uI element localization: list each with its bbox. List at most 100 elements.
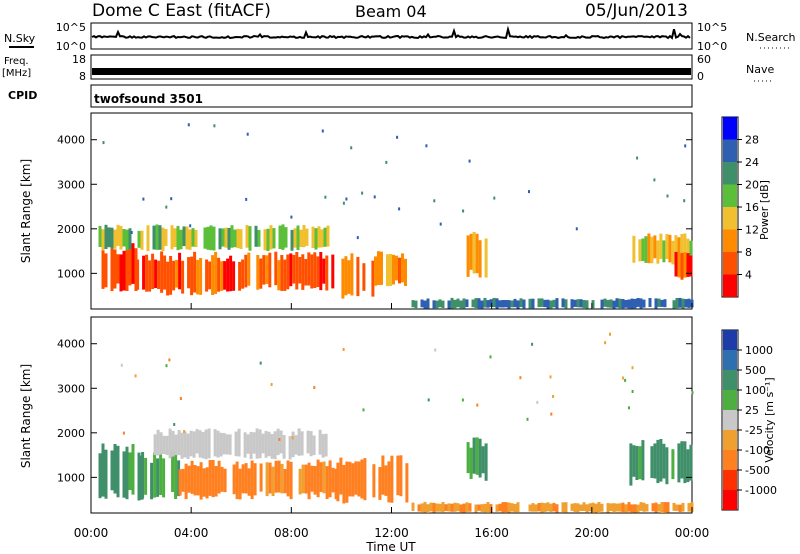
range-time-cell — [318, 429, 322, 455]
range-time-cell — [166, 261, 170, 296]
range-time-cell — [276, 428, 280, 456]
range-time-cell — [296, 225, 300, 251]
velocity-y-axis: 1000 2000 3000 4000 — [57, 338, 693, 513]
range-time-cell — [600, 299, 604, 309]
range-time-cell — [113, 229, 117, 249]
range-time-cell — [632, 445, 636, 477]
scatter-cell — [361, 191, 364, 195]
range-time-cell — [377, 251, 380, 285]
range-time-cell — [475, 437, 479, 475]
range-time-cell — [226, 258, 230, 292]
colorbar-swatch — [723, 330, 737, 350]
range-time-cell — [227, 227, 231, 250]
range-time-cell — [164, 229, 168, 246]
range-time-cell — [128, 452, 132, 490]
range-time-cell — [176, 225, 180, 251]
range-time-cell — [423, 300, 427, 309]
range-time-cell — [513, 298, 517, 308]
range-time-cell — [395, 255, 398, 281]
range-time-cell — [181, 260, 185, 294]
range-time-cell — [677, 237, 681, 264]
station-title: Dome C East (fitACF) — [92, 1, 271, 21]
nave-label: Nave — [746, 63, 774, 76]
range-time-cell — [232, 464, 236, 495]
range-time-cell — [469, 233, 473, 270]
range-time-cell — [195, 429, 199, 454]
range-time-cell — [411, 300, 415, 308]
range-time-cell — [472, 231, 476, 274]
range-time-cell — [178, 469, 182, 496]
colorbar-swatch — [723, 410, 737, 430]
range-time-cell — [161, 227, 165, 251]
range-time-cell — [234, 431, 238, 457]
range-time-cell — [465, 299, 469, 307]
range-time-cell — [192, 431, 196, 458]
range-time-cell — [579, 299, 583, 308]
colorbar-tick-label: 4 — [745, 269, 752, 282]
range-time-cell — [435, 300, 439, 309]
range-time-cell — [252, 432, 256, 454]
colorbar-swatch — [723, 450, 737, 470]
range-time-cell — [585, 300, 589, 309]
range-time-cell — [156, 429, 160, 456]
colorbar-tick-label: 12 — [745, 224, 759, 237]
scatter-cell — [291, 436, 294, 440]
colorbar-tick-label: 500 — [745, 364, 766, 377]
range-time-cell — [662, 240, 666, 263]
range-time-cell — [627, 502, 631, 512]
range-time-cell — [323, 227, 327, 247]
scatter-cell — [691, 391, 694, 395]
range-time-cell — [480, 300, 484, 309]
range-time-cell — [573, 503, 577, 512]
range-time-cell — [561, 502, 565, 513]
data-region — [336, 455, 409, 504]
range-time-cell — [363, 458, 367, 501]
range-time-cell — [653, 235, 657, 259]
range-time-cell — [217, 460, 221, 494]
scatter-cell — [142, 197, 145, 201]
range-time-cell — [193, 251, 197, 293]
colorbar-swatch — [723, 370, 737, 390]
colorbar-tick-label: 8 — [745, 246, 752, 259]
range-time-cell — [247, 468, 251, 496]
range-time-cell — [537, 503, 541, 512]
range-time-cell — [156, 458, 160, 497]
range-time-cell — [495, 504, 499, 512]
range-time-cell — [651, 503, 655, 512]
range-time-cell — [110, 248, 114, 291]
range-time-cell — [183, 431, 187, 458]
range-time-cell — [686, 238, 690, 264]
colorbar-tick-label: 100 — [745, 384, 766, 397]
scatter-cell — [398, 207, 401, 211]
colorbar-swatch — [723, 490, 737, 510]
scatter-cell — [531, 342, 534, 346]
range-time-cell — [600, 503, 604, 512]
range-time-cell — [501, 300, 505, 308]
scatter-cell — [575, 227, 578, 231]
range-time-cell — [351, 463, 355, 497]
range-time-cell — [647, 233, 651, 264]
range-time-cell — [277, 460, 281, 493]
range-time-cell — [278, 225, 282, 249]
range-time-cell — [534, 504, 538, 512]
range-time-cell — [223, 468, 227, 493]
range-time-cell — [326, 225, 330, 247]
scatter-cell — [246, 132, 249, 136]
range-time-cell — [387, 461, 391, 503]
range-time-cell — [420, 299, 424, 308]
range-time-cell — [151, 253, 155, 289]
range-time-cell — [630, 298, 634, 309]
range-time-cell — [159, 432, 163, 455]
range-time-cell — [306, 430, 310, 454]
colorbar-swatch — [723, 207, 737, 230]
power-data-layer — [98, 123, 694, 309]
range-time-cell — [659, 439, 663, 482]
scatter-cell — [321, 129, 324, 133]
range-time-cell — [450, 297, 454, 309]
range-time-cell — [317, 226, 321, 248]
range-time-cell — [179, 229, 183, 250]
scatter-cell — [350, 146, 353, 150]
range-time-cell — [674, 251, 678, 277]
range-time-cell — [281, 224, 285, 250]
scatter-cell — [493, 196, 496, 200]
